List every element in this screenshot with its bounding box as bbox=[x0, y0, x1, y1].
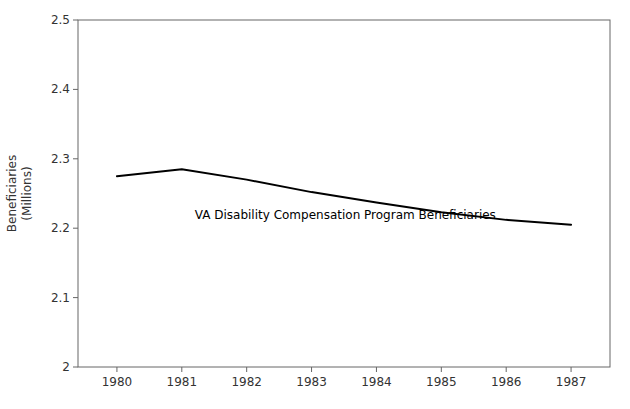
plot-frame bbox=[78, 20, 610, 367]
x-tick-label: 1982 bbox=[231, 375, 262, 389]
y-tick bbox=[73, 89, 78, 90]
x-tick bbox=[311, 367, 312, 372]
chart: 1980198119821983198419851986198722.12.22… bbox=[0, 0, 630, 409]
y-tick-label: 2.4 bbox=[51, 82, 70, 96]
x-tick-label: 1984 bbox=[361, 375, 392, 389]
y-axis-label-line: (Millions) bbox=[20, 166, 34, 220]
x-tick bbox=[376, 367, 377, 372]
y-tick-label: 2.5 bbox=[51, 13, 70, 27]
y-tick bbox=[73, 367, 78, 368]
y-tick bbox=[73, 228, 78, 229]
x-tick-label: 1987 bbox=[556, 375, 587, 389]
x-tick-label: 1980 bbox=[102, 375, 133, 389]
y-tick bbox=[73, 158, 78, 159]
y-axis: 2 2.1 2.2 2.3 2.4 2.5 bbox=[51, 13, 78, 374]
y-tick-label: 2.1 bbox=[51, 291, 70, 305]
x-tick bbox=[506, 367, 507, 372]
x-tick bbox=[571, 367, 572, 372]
x-tick bbox=[441, 367, 442, 372]
line bbox=[117, 169, 571, 225]
x-tick bbox=[181, 367, 182, 372]
y-axis-label: Beneficiaries(Millions) bbox=[5, 155, 34, 232]
y-tick-label: 2.3 bbox=[51, 152, 70, 166]
x-tick bbox=[246, 367, 247, 372]
x-tick-label: 1986 bbox=[491, 375, 522, 389]
plot-area bbox=[117, 169, 571, 225]
x-tick bbox=[116, 367, 117, 372]
y-axis-label-line: Beneficiaries bbox=[5, 155, 19, 232]
x-tick-label: 1985 bbox=[426, 375, 457, 389]
y-tick-label: 2.2 bbox=[51, 221, 70, 235]
annotation: VA Disability Compensation Program Benef… bbox=[195, 208, 496, 222]
y-tick bbox=[73, 297, 78, 298]
y-tick-label: 2 bbox=[62, 360, 70, 374]
x-axis: 1980 1981 1982 1983 1984 1985 1986 1987 bbox=[102, 367, 587, 389]
y-tick bbox=[73, 20, 78, 21]
x-tick-label: 1981 bbox=[167, 375, 198, 389]
x-tick-label: 1983 bbox=[296, 375, 327, 389]
